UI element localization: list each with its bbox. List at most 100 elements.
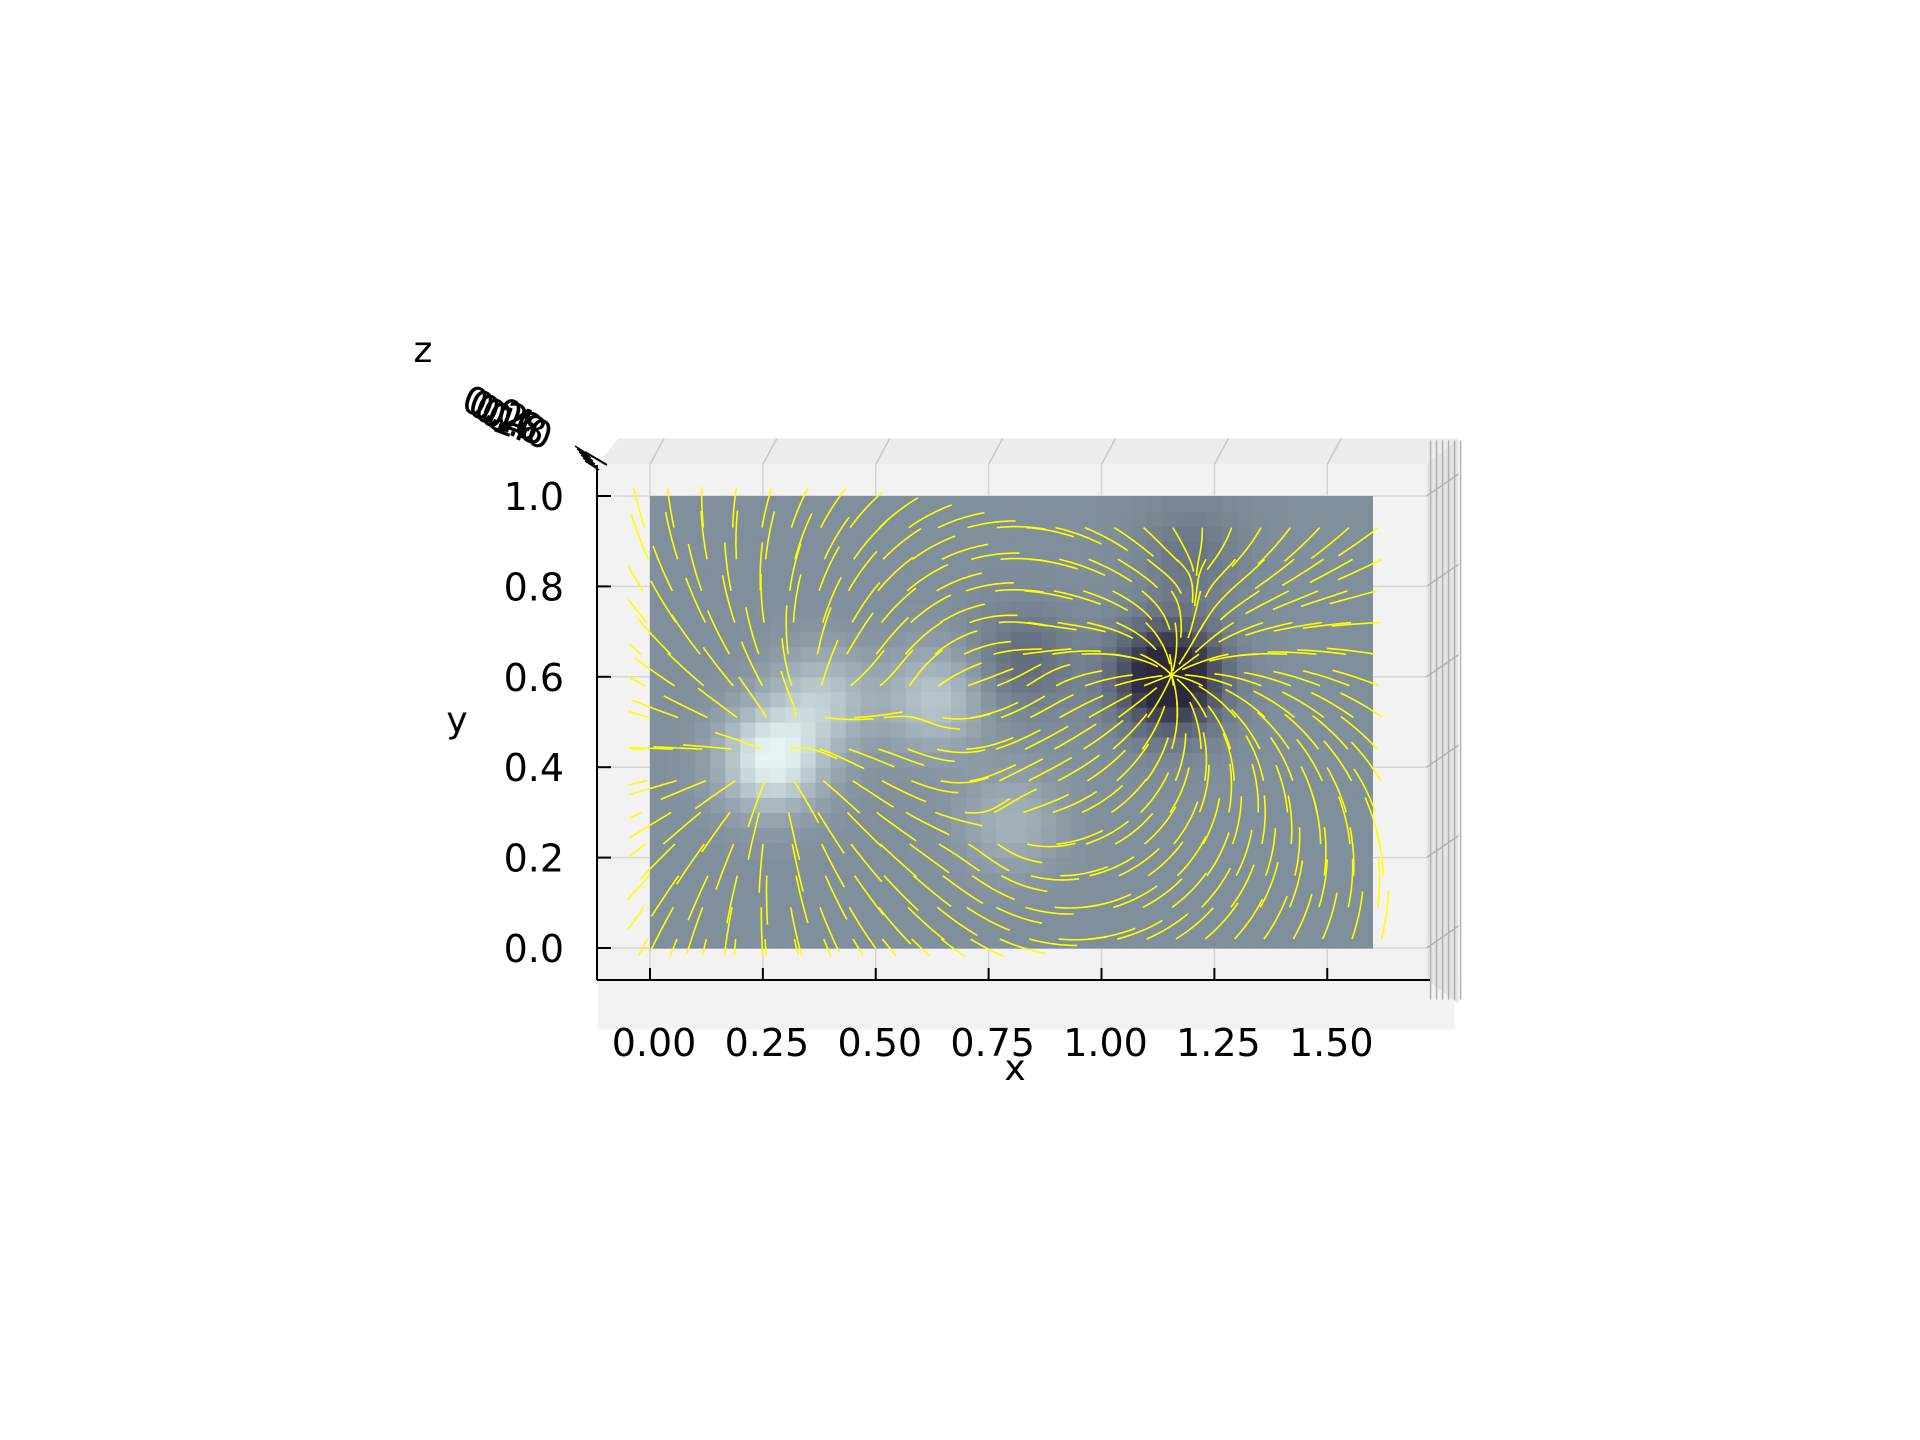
streamline — [1198, 685, 1237, 719]
magnetogram-cell — [800, 752, 817, 768]
streamline — [1055, 526, 1102, 545]
magnetogram-cell — [1312, 857, 1328, 874]
streamline — [781, 638, 793, 687]
magnetogram-cell — [1161, 752, 1178, 768]
magnetogram-cell — [1086, 722, 1103, 738]
magnetogram-cell — [951, 917, 967, 934]
streamline — [629, 780, 677, 796]
magnetogram-cell — [815, 737, 832, 753]
magnetogram-cell — [860, 691, 877, 708]
magnetogram-cell — [710, 691, 726, 708]
streamline — [1202, 798, 1221, 845]
magnetogram-cell — [1041, 842, 1057, 859]
streamline — [738, 676, 767, 718]
magnetogram-cell — [935, 872, 952, 889]
magnetogram-cell — [770, 676, 787, 693]
magnetogram-cell — [981, 616, 997, 633]
magnetogram-cell — [830, 932, 847, 949]
magnetogram-cell — [680, 526, 696, 542]
magnetogram-cell — [966, 827, 982, 844]
streamline — [1195, 527, 1204, 577]
x-tick-label: 1.50 — [1289, 1021, 1374, 1065]
magnetogram-cell — [800, 887, 817, 904]
streamline — [747, 812, 761, 861]
magnetogram-cell — [935, 616, 952, 633]
streamline — [627, 906, 645, 930]
magnetogram-cell — [770, 812, 787, 829]
streamline — [1376, 858, 1381, 908]
magnetogram-cell — [1357, 646, 1373, 663]
magnetogram-cell — [830, 661, 847, 678]
magnetogram-cell — [725, 646, 741, 663]
magnetogram-cell — [1312, 752, 1328, 768]
magnetogram-cell — [725, 812, 741, 829]
streamline — [789, 543, 802, 592]
magnetogram-cell — [845, 511, 862, 527]
magnetogram-cell — [680, 767, 696, 783]
streamline — [1083, 719, 1124, 750]
streamline — [1113, 885, 1158, 909]
magnetogram-cell — [740, 601, 756, 618]
magnetogram-cell — [1116, 586, 1133, 603]
magnetogram-cell — [770, 526, 787, 542]
streamline — [1181, 653, 1229, 671]
streamline — [1059, 694, 1104, 719]
magnetogram-cell — [1011, 902, 1027, 919]
magnetogram-cell — [1056, 932, 1072, 949]
magnetogram-cell — [1297, 917, 1313, 934]
magnetogram-cell — [1221, 691, 1238, 708]
magnetogram-cell — [935, 631, 952, 648]
magnetogram-cell — [920, 616, 937, 633]
streamline — [910, 594, 952, 624]
streamline — [731, 487, 738, 528]
streamline — [822, 577, 842, 623]
magnetogram-cell — [951, 646, 967, 663]
magnetogram-cell — [935, 586, 952, 603]
magnetogram-cell — [770, 631, 787, 648]
streamline — [940, 938, 966, 958]
streamline — [628, 643, 642, 655]
magnetogram-cell — [845, 797, 862, 813]
magnetogram-cell — [830, 556, 847, 572]
magnetogram-cell — [1342, 737, 1358, 753]
magnetogram-cell — [1221, 541, 1238, 557]
streamline — [697, 687, 738, 719]
magnetogram-cell — [785, 661, 802, 678]
magnetogram-cell — [966, 571, 982, 587]
magnetogram-cell — [1101, 601, 1118, 618]
streamline — [629, 811, 643, 819]
magnetogram-cell — [920, 842, 937, 859]
magnetogram-cell — [845, 556, 862, 572]
magnetogram-cell — [905, 722, 922, 738]
magnetogram-cell — [785, 752, 802, 768]
magnetogram-cell — [875, 872, 892, 889]
streamline — [880, 587, 917, 624]
magnetogram-cell — [1026, 646, 1042, 663]
magnetogram-cell — [1101, 797, 1118, 813]
streamline — [1256, 711, 1290, 750]
streamline — [1193, 558, 1207, 607]
y-tick-label: 0.4 — [504, 746, 564, 790]
streamline — [937, 511, 985, 529]
magnetogram-cell — [905, 767, 922, 783]
magnetogram-cell — [1206, 782, 1223, 798]
magnetogram-cell — [966, 752, 982, 768]
magnetogram-cell — [650, 797, 666, 813]
magnetogram-cell — [680, 586, 696, 603]
magnetogram-cell — [1011, 887, 1027, 904]
magnetogram-cell — [1312, 722, 1328, 738]
magnetogram-cell — [1327, 661, 1343, 678]
magnetogram-cell — [1071, 887, 1088, 904]
magnetogram-cell — [981, 722, 997, 738]
streamline — [792, 574, 802, 623]
magnetogram-cell — [890, 737, 907, 753]
streamline — [818, 546, 840, 592]
magnetogram-cell — [981, 782, 997, 798]
magnetogram-cell — [665, 616, 681, 633]
magnetogram-cell — [890, 932, 907, 949]
magnetogram-cell — [1221, 767, 1238, 783]
magnetogram-cell — [920, 691, 937, 708]
magnetogram-cell — [1176, 586, 1193, 603]
magnetogram-cell — [770, 706, 787, 723]
streamline — [1340, 692, 1383, 719]
